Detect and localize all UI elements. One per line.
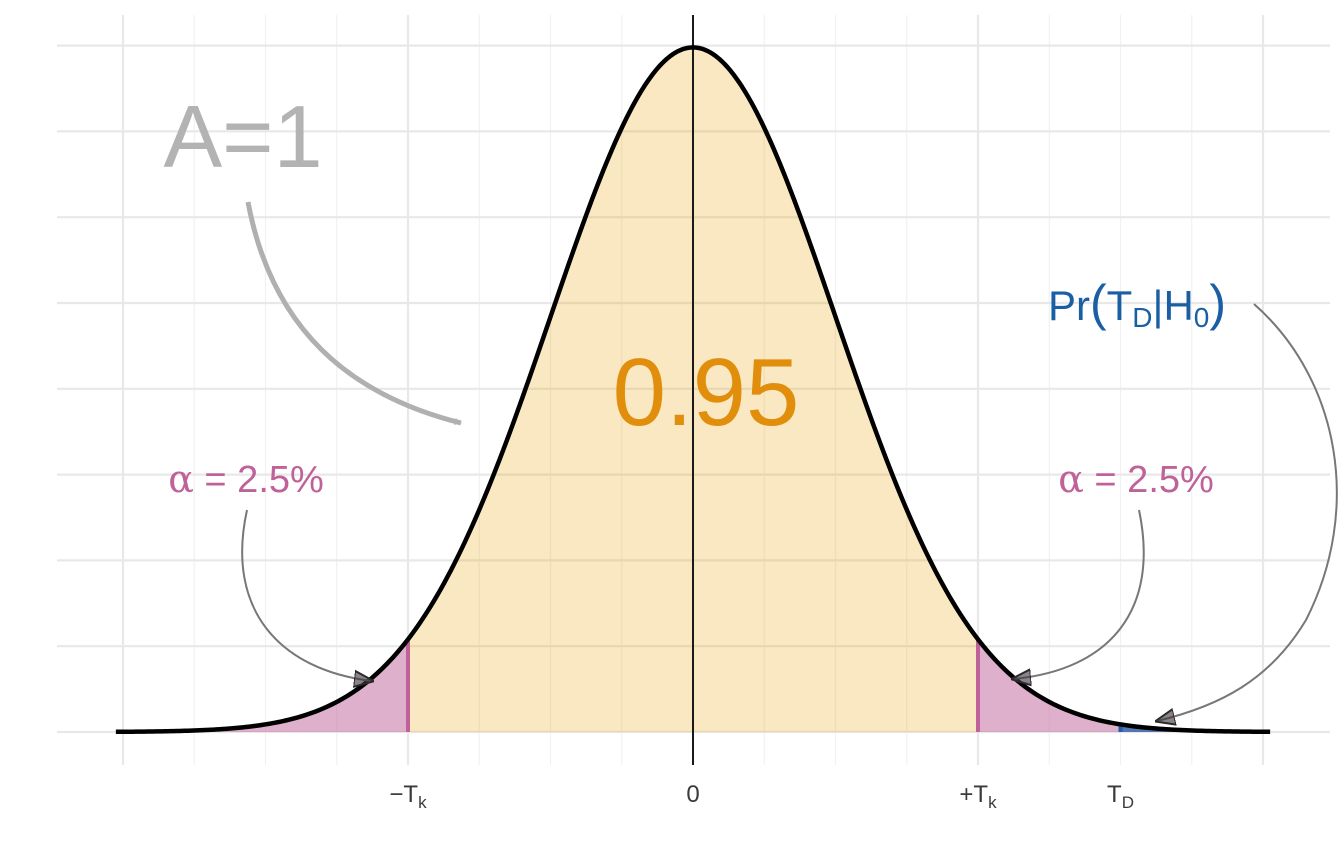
- annotation-arrows: [241, 201, 1338, 721]
- alpha-right-value: = 2.5%: [1084, 459, 1214, 501]
- density-curve-layer: [115, 45, 1271, 735]
- total-area-arrow: [245, 201, 462, 426]
- alpha-left-value: = 2.5%: [194, 459, 324, 501]
- x-tick-label: −Tk: [389, 781, 427, 812]
- alpha-left-arrow: [241, 509, 372, 681]
- shaded-region: [978, 639, 1263, 732]
- p-value-h-sub: 0: [1194, 302, 1210, 333]
- x-tick-main: +T: [959, 781, 988, 808]
- p-value-close-paren: ): [1209, 275, 1226, 331]
- alpha-right-arrow: [1013, 509, 1145, 679]
- x-tick-subscript: k: [418, 793, 427, 812]
- p-value-t-sub: D: [1132, 302, 1152, 333]
- x-tick-subscript: k: [988, 793, 997, 812]
- density-curve: [115, 45, 1271, 735]
- x-tick-label: 0: [686, 781, 699, 808]
- x-tick-label: +Tk: [959, 781, 997, 812]
- p-value-arrow: [1157, 303, 1338, 721]
- x-tick-main: T: [1107, 781, 1122, 808]
- alpha-left-greek: α: [168, 457, 194, 501]
- reference-lines: [406, 15, 1123, 765]
- p-value-pr: Pr: [1048, 282, 1090, 329]
- alpha-right-greek: α: [1058, 457, 1084, 501]
- p-value-given-h: |H: [1153, 282, 1194, 329]
- center-area-label: 0.95: [613, 339, 800, 446]
- x-tick-subscript: D: [1122, 793, 1134, 812]
- shaded-region: [123, 639, 408, 732]
- total-area-label: A=1: [163, 87, 322, 186]
- p-value-open-paren: (: [1090, 275, 1107, 331]
- p-value-label: Pr(TD|H0): [1048, 275, 1226, 333]
- x-tick-main: −T: [389, 781, 418, 808]
- x-tick-labels: −Tk 0 +Tk TD: [389, 781, 1134, 812]
- x-tick-main: 0: [686, 781, 699, 808]
- alpha-left-label: α = 2.5%: [168, 457, 324, 501]
- p-value-t: T: [1107, 282, 1133, 329]
- alpha-right-label: α = 2.5%: [1058, 457, 1214, 501]
- x-tick-label: TD: [1107, 781, 1134, 812]
